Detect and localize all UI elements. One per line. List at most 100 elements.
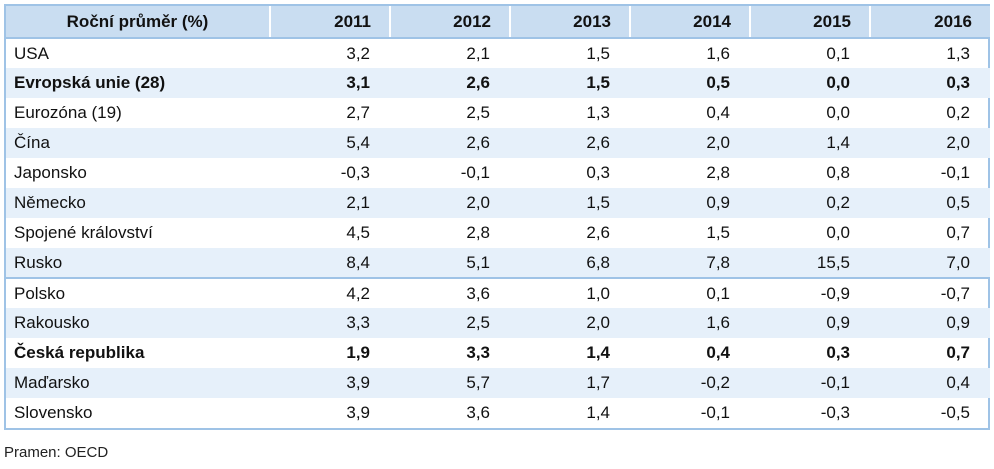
table-cell: 2,6 (510, 128, 630, 158)
table-cell: 0,1 (630, 277, 750, 308)
table-cell: 0,4 (706, 343, 730, 362)
row-label: Německo (6, 188, 270, 218)
table-cell: -0,1 (940, 163, 970, 182)
table-cell: 3,2 (346, 43, 370, 63)
table-cell: 0,0 (750, 68, 870, 98)
table-row: Česká republika 1,9 3,3 1,4 0,4 0,3 0,7 (6, 338, 990, 368)
table-cell: 15,5 (750, 248, 870, 278)
table-cell: 5,7 (390, 368, 510, 398)
table-cell: 2,1 (270, 188, 390, 218)
table-cell: 0,8 (826, 163, 850, 182)
table-cell: 4,2 (270, 277, 390, 308)
table-cell: 2,0 (870, 128, 990, 158)
table-row: USA 3,2 2,1 1,5 1,6 0,1 1,3 (6, 38, 990, 68)
table-cell: 3,3 (270, 308, 390, 338)
header-year: 2012 (389, 6, 510, 39)
table-cell: 2,6 (586, 223, 610, 242)
table-cell: 5,4 (270, 128, 390, 158)
inflation-table-frame: Roční průměr (%) 2011 2012 2013 2014 201… (4, 4, 990, 430)
table-cell: -0,7 (870, 277, 990, 308)
table-cell: 3,9 (346, 403, 370, 422)
table-row: Rusko 8,4 5,1 6,8 7,8 15,5 7,0 (6, 248, 990, 278)
table-cell: 7,0 (870, 248, 990, 278)
table-cell: 1,4 (586, 343, 610, 362)
table-header-row: Roční průměr (%) 2011 2012 2013 2014 201… (6, 6, 990, 39)
header-year: 2015 (749, 6, 870, 39)
table-cell: 1,5 (510, 188, 630, 218)
table-cell: 3,6 (466, 403, 490, 422)
row-label: Rusko (6, 248, 270, 278)
row-label: Slovensko (14, 403, 93, 422)
table-cell: 8,4 (270, 248, 390, 278)
table-cell: -0,9 (750, 277, 870, 308)
table-cell: 2,0 (510, 308, 630, 338)
table-cell: 0,0 (826, 223, 850, 242)
table-row: Slovensko 3,9 3,6 1,4 -0,1 -0,3 -0,5 (6, 398, 990, 428)
inflation-table: Roční průměr (%) 2011 2012 2013 2014 201… (6, 6, 990, 428)
table-cell: -0,1 (460, 163, 490, 182)
row-label: Polsko (6, 277, 270, 308)
table-cell: 0,4 (706, 103, 730, 122)
table-cell: -0,5 (940, 403, 970, 422)
table-cell: 0,0 (826, 103, 850, 122)
table-row: Spojené království 4,5 2,8 2,6 1,5 0,0 0,7 (6, 218, 990, 248)
table-cell: 1,4 (750, 128, 870, 158)
table-cell: 5,1 (390, 248, 510, 278)
table-cell: -0,3 (340, 163, 370, 182)
table-row: Maďarsko 3,9 5,7 1,7 -0,2 -0,1 0,4 (6, 368, 990, 398)
table-cell: 0,9 (630, 188, 750, 218)
table-row: Eurozóna (19) 2,7 2,5 1,3 0,4 0,0 0,2 (6, 98, 990, 128)
table-cell: 1,9 (346, 343, 370, 362)
table-cell: 1,5 (706, 223, 730, 242)
table-row: Rakousko 3,3 2,5 2,0 1,6 0,9 0,9 (6, 308, 990, 338)
table-cell: 0,9 (870, 308, 990, 338)
table-cell: 1,3 (586, 103, 610, 122)
table-cell: 2,0 (630, 128, 750, 158)
table-cell: 2,0 (390, 188, 510, 218)
table-cell: 2,6 (390, 68, 510, 98)
table-cell: 2,6 (390, 128, 510, 158)
table-cell: 0,5 (630, 68, 750, 98)
table-row: Japonsko -0,3 -0,1 0,3 2,8 0,8 -0,1 (6, 158, 990, 188)
table-cell: 0,1 (826, 43, 850, 63)
header-year: 2011 (269, 6, 390, 39)
table-cell: -0,1 (700, 403, 730, 422)
table-cell: 0,4 (870, 368, 990, 398)
row-label: Evropská unie (28) (6, 68, 270, 98)
row-label: Čína (6, 128, 270, 158)
row-label: Eurozóna (19) (14, 103, 122, 122)
table-cell: 0,2 (750, 188, 870, 218)
table-cell: 1,5 (510, 68, 630, 98)
row-label: Rakousko (6, 308, 270, 338)
row-label: Česká republika (14, 343, 145, 362)
table-cell: 1,6 (630, 308, 750, 338)
table-cell: 6,8 (510, 248, 630, 278)
table-cell: 0,9 (750, 308, 870, 338)
table-cell: 0,3 (826, 343, 850, 362)
row-label: Japonsko (14, 163, 87, 182)
table-cell: 3,6 (390, 277, 510, 308)
table-cell: 2,8 (706, 163, 730, 182)
table-row: Polsko 4,2 3,6 1,0 0,1 -0,9 -0,7 (6, 277, 990, 308)
table-cell: -0,2 (630, 368, 750, 398)
header-year: 2016 (869, 6, 990, 39)
table-cell: 2,1 (466, 43, 490, 63)
table-cell: 1,3 (946, 43, 970, 63)
table-cell: 7,8 (630, 248, 750, 278)
table-row: Čína 5,4 2,6 2,6 2,0 1,4 2,0 (6, 128, 990, 158)
table-cell: 2,5 (466, 103, 490, 122)
table-cell: 1,0 (510, 277, 630, 308)
table-cell: 0,7 (946, 343, 970, 362)
row-label: USA (14, 43, 49, 63)
table-cell: 2,7 (346, 103, 370, 122)
table-cell: 0,2 (946, 103, 970, 122)
table-cell: 4,5 (346, 223, 370, 242)
table-cell: 1,7 (510, 368, 630, 398)
table-cell: 2,5 (390, 308, 510, 338)
table-cell: 3,1 (270, 68, 390, 98)
row-label: Maďarsko (6, 368, 270, 398)
table-cell: 1,5 (586, 43, 610, 63)
table-cell: 0,3 (870, 68, 990, 98)
header-year: 2013 (509, 6, 630, 39)
table-cell: -0,1 (750, 368, 870, 398)
